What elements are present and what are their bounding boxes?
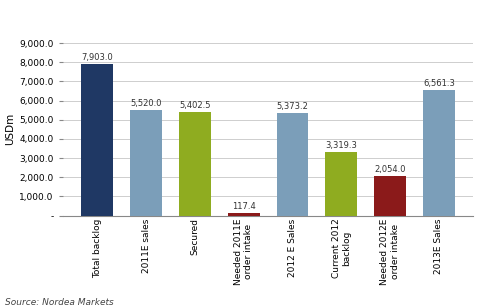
Bar: [374, 176, 406, 216]
Bar: [130, 110, 162, 216]
Text: 7,903.0: 7,903.0: [82, 53, 113, 62]
Text: Q4 sales covered by backlog: Q4 sales covered by backlog: [10, 14, 224, 27]
Y-axis label: USDm: USDm: [5, 113, 15, 145]
Bar: [326, 152, 357, 216]
Text: 5,373.2: 5,373.2: [277, 102, 309, 111]
Text: 6,561.3: 6,561.3: [423, 79, 455, 88]
Bar: [228, 213, 259, 216]
Text: Source: Nordea Markets: Source: Nordea Markets: [5, 298, 114, 307]
Bar: [82, 64, 113, 216]
Bar: [423, 90, 455, 216]
Bar: [179, 112, 211, 216]
Text: 5,520.0: 5,520.0: [130, 99, 162, 108]
Text: 5,402.5: 5,402.5: [179, 101, 211, 110]
Text: 3,319.3: 3,319.3: [326, 141, 357, 150]
Text: 117.4: 117.4: [232, 202, 256, 211]
Bar: [277, 113, 308, 216]
Text: 2,054.0: 2,054.0: [374, 165, 406, 174]
